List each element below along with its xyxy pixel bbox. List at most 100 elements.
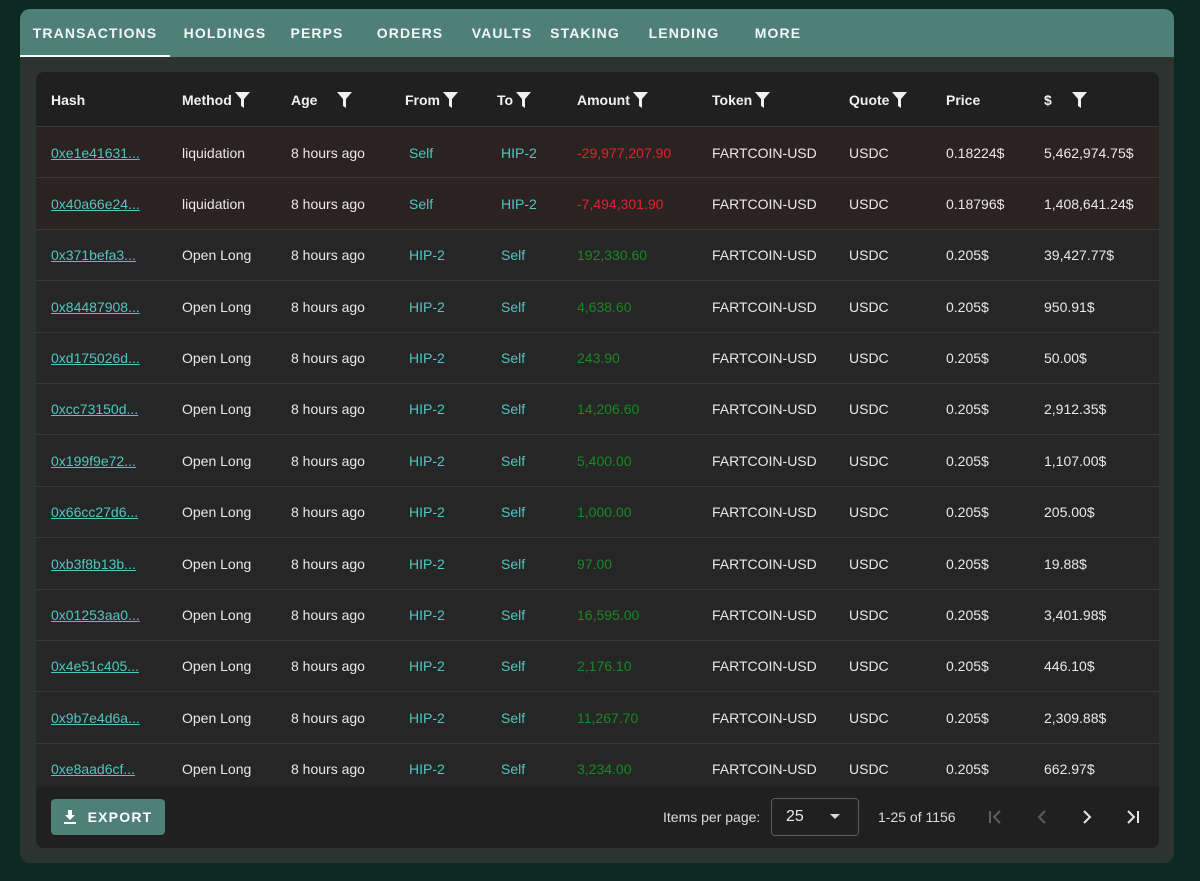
to-address-link[interactable]: HIP-2	[501, 195, 537, 212]
to-address-link[interactable]: Self	[501, 504, 526, 521]
column-header-to[interactable]: To	[497, 72, 532, 127]
table-row[interactable]: 0x40a66e24... liquidation 8 hours ago Self H…	[36, 178, 1159, 230]
filter-icon[interactable]	[755, 91, 771, 108]
table-row[interactable]: 0xb3f8b13b... Open Long 8 hours ago HIP-2 Se…	[36, 538, 1159, 590]
transaction-hash-link[interactable]: 0xd175026d...	[51, 350, 140, 367]
to-address-link[interactable]: Self	[501, 607, 526, 624]
column-header-hash[interactable]: Hash	[51, 72, 85, 127]
tab-perps[interactable]: PERPS	[290, 25, 344, 41]
table-row[interactable]: 0x01253aa0... Open Long 8 hours ago HIP-2 Se…	[36, 589, 1159, 641]
amount-value: 11,267.70	[577, 709, 639, 726]
to-address-link[interactable]: Self	[501, 401, 526, 418]
transaction-hash-link[interactable]: 0xcc73150d...	[51, 401, 139, 418]
from-address-link[interactable]: HIP-2	[409, 401, 445, 418]
table-row[interactable]: 0x66cc27d6... Open Long 8 hours ago HIP-2 Se…	[36, 486, 1159, 539]
column-label: Hash	[51, 91, 86, 108]
cell-method: Open Long	[182, 452, 252, 469]
table-row[interactable]: 0xcc73150d... Open Long 8 hours ago HIP-2 Se…	[36, 383, 1159, 436]
column-label: Method	[182, 91, 232, 108]
tab-staking[interactable]: STAKING	[550, 25, 620, 41]
table-row[interactable]: 0x4e51c405... Open Long 8 hours ago HIP-2 Se…	[36, 640, 1159, 693]
to-address-link[interactable]: HIP-2	[501, 144, 537, 161]
transaction-hash-link[interactable]: 0x66cc27d6...	[51, 504, 139, 521]
to-address-link[interactable]: Self	[501, 247, 526, 264]
table-row[interactable]: 0xe8aad6cf... Open Long 8 hours ago HIP-2 Se…	[36, 743, 1159, 787]
cell-price: 0.205$	[946, 401, 989, 418]
from-address-link[interactable]: Self	[409, 195, 434, 212]
cell-age: 8 hours ago	[291, 247, 365, 264]
to-address-link[interactable]: Self	[501, 709, 526, 726]
column-header-quote[interactable]: Quote	[849, 72, 908, 127]
filter-icon[interactable]	[337, 91, 353, 108]
table-row[interactable]: 0xd175026d... Open Long 8 hours ago HIP-2 Se…	[36, 332, 1159, 384]
column-header-age[interactable]: Age	[291, 72, 353, 127]
filter-icon[interactable]	[892, 91, 908, 108]
transaction-hash-link[interactable]: 0x01253aa0...	[51, 607, 140, 624]
transaction-hash-link[interactable]: 0xe1e41631...	[51, 144, 140, 161]
transaction-hash-link[interactable]: 0xb3f8b13b...	[51, 555, 136, 572]
table-row[interactable]: 0x371befa3... Open Long 8 hours ago HIP-2 Se…	[36, 229, 1159, 282]
column-header-usd[interactable]: $	[1044, 72, 1087, 127]
from-address-link[interactable]: HIP-2	[409, 658, 445, 675]
transaction-hash-link[interactable]: 0x371befa3...	[51, 247, 136, 264]
from-address-link[interactable]: HIP-2	[409, 555, 445, 572]
table-row[interactable]: 0x84487908... Open Long 8 hours ago HIP-2 Se…	[36, 281, 1159, 333]
filter-icon[interactable]	[234, 91, 250, 108]
tab-transactions[interactable]: TRANSACTIONS	[20, 9, 170, 57]
to-address-link[interactable]: Self	[501, 452, 526, 469]
from-address-link[interactable]: Self	[409, 144, 434, 161]
table-row[interactable]: 0xe1e41631... liquidation 8 hours ago Self H…	[36, 127, 1159, 179]
last-page-button[interactable]	[1120, 805, 1144, 829]
transaction-hash-link[interactable]: 0x84487908...	[51, 298, 140, 315]
cell-quote: USDC	[849, 144, 889, 161]
table-row[interactable]: 0x199f9e72... Open Long 8 hours ago HIP-2 Se…	[36, 435, 1159, 487]
items-per-page-select[interactable]: 25	[771, 798, 859, 836]
tab-lending[interactable]: LENDING	[648, 25, 720, 41]
last-page-icon	[1127, 810, 1139, 824]
from-address-link[interactable]: HIP-2	[409, 607, 445, 624]
to-address-link[interactable]: Self	[501, 761, 526, 778]
transaction-hash-link[interactable]: 0x9b7e4d6a...	[51, 709, 140, 726]
to-address-link[interactable]: Self	[501, 298, 526, 315]
column-label: Quote	[849, 91, 890, 108]
cell-age: 8 hours ago	[291, 144, 365, 161]
amount-value: 16,595.00	[577, 607, 640, 624]
filter-icon[interactable]	[632, 91, 648, 108]
column-header-token[interactable]: Token	[712, 72, 771, 127]
column-header-amount[interactable]: Amount	[577, 72, 648, 127]
previous-page-button[interactable]	[1030, 805, 1054, 829]
cell-price: 0.18796$	[946, 195, 1005, 212]
table-row[interactable]: 0x9b7e4d6a... Open Long 8 hours ago HIP-2 Se…	[36, 692, 1159, 744]
to-address-link[interactable]: Self	[501, 658, 526, 675]
export-button[interactable]: EXPORT	[51, 799, 165, 835]
amount-value: 5,400.00	[577, 452, 632, 469]
table-body[interactable]: 0xe1e41631... liquidation 8 hours ago Self H…	[36, 127, 1159, 787]
column-header-method[interactable]: Method	[182, 72, 250, 127]
transaction-hash-link[interactable]: 0x4e51c405...	[51, 658, 139, 675]
to-address-link[interactable]: Self	[501, 350, 526, 367]
cell-method: Open Long	[182, 504, 252, 521]
filter-icon[interactable]	[1071, 91, 1087, 108]
first-page-icon	[989, 810, 1001, 824]
column-header-price[interactable]: Price	[946, 72, 980, 127]
from-address-link[interactable]: HIP-2	[409, 247, 445, 264]
tab-more[interactable]: MORE	[754, 25, 802, 41]
from-address-link[interactable]: HIP-2	[409, 298, 445, 315]
transaction-hash-link[interactable]: 0x40a66e24...	[51, 195, 140, 212]
to-address-link[interactable]: Self	[501, 555, 526, 572]
transaction-hash-link[interactable]: 0x199f9e72...	[51, 452, 136, 469]
tab-orders[interactable]: ORDERS	[376, 25, 444, 41]
from-address-link[interactable]: HIP-2	[409, 350, 445, 367]
column-header-from[interactable]: From	[405, 72, 458, 127]
from-address-link[interactable]: HIP-2	[409, 761, 445, 778]
from-address-link[interactable]: HIP-2	[409, 709, 445, 726]
filter-icon[interactable]	[516, 91, 532, 108]
tab-vaults[interactable]: VAULTS	[471, 25, 533, 41]
next-page-button[interactable]	[1075, 805, 1099, 829]
filter-icon[interactable]	[443, 91, 458, 108]
from-address-link[interactable]: HIP-2	[409, 504, 445, 521]
from-address-link[interactable]: HIP-2	[409, 452, 445, 469]
tab-holdings[interactable]: HOLDINGS	[183, 25, 267, 41]
first-page-button[interactable]	[984, 805, 1008, 829]
transaction-hash-link[interactable]: 0xe8aad6cf...	[51, 761, 136, 778]
